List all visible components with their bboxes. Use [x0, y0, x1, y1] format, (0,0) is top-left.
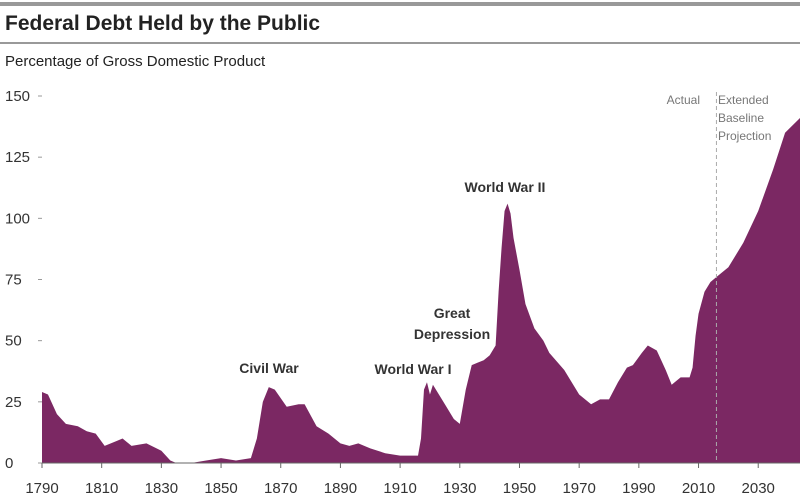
x-tick-label: 1970: [562, 480, 595, 497]
annotation: Extended: [718, 93, 769, 107]
annotation: Projection: [718, 129, 771, 143]
x-tick-label: 1810: [85, 480, 118, 497]
x-tick-label: 1950: [503, 480, 536, 497]
annotation: Actual: [667, 93, 700, 107]
x-tick-label: 2030: [742, 480, 775, 497]
y-tick-label: 50: [5, 333, 22, 350]
plot-area: 0 25 50 75 100 125 150 1790 1810 1830 1850 1870 1890…: [5, 88, 800, 497]
area: [42, 118, 800, 464]
y-tick-label: 100: [5, 210, 30, 227]
y-tick-label: 25: [5, 394, 22, 411]
y-tick-label: 75: [5, 272, 22, 289]
x-tick-label: 1850: [204, 480, 237, 497]
annotation: Civil War: [239, 360, 299, 376]
y-tick-label: 125: [5, 149, 30, 166]
chart-subtitle: Percentage of Gross Domestic Product: [5, 53, 266, 70]
annotation: Great: [434, 305, 471, 321]
top-rule: [0, 2, 800, 6]
x-tick-label: 1930: [443, 480, 476, 497]
y-tick-label: 150: [5, 88, 30, 105]
x-tick-label: 2010: [682, 480, 715, 497]
x-tick-label: 1990: [622, 480, 655, 497]
y-tick-label: 0: [5, 455, 13, 472]
x-tick-label: 1830: [145, 480, 178, 497]
annotation: World War II: [465, 179, 546, 195]
annotation: World War I: [375, 361, 452, 377]
annotation: Depression: [414, 326, 490, 342]
x-tick-label: 1790: [25, 480, 58, 497]
annotation: Baseline: [718, 111, 764, 125]
x-tick-label: 1890: [324, 480, 357, 497]
x-tick-label: 1870: [264, 480, 297, 497]
x-tick-label: 1910: [383, 480, 416, 497]
chart-title: Federal Debt Held by the Public: [5, 12, 320, 35]
